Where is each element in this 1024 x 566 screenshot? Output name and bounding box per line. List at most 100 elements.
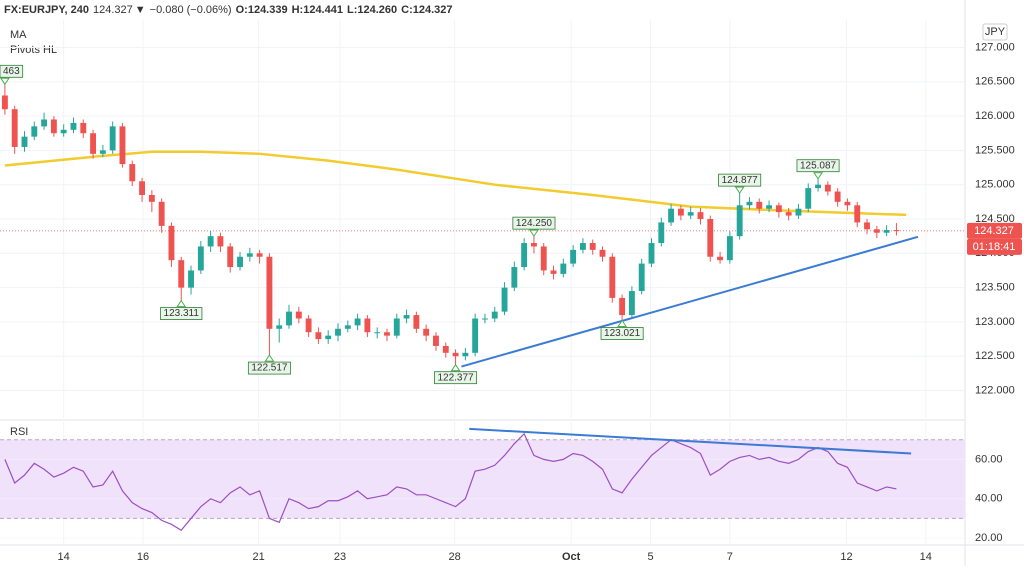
candle-body (795, 208, 802, 216)
candle-body (276, 325, 283, 329)
candle-body (11, 109, 18, 147)
x-tick-label: 5 (647, 551, 653, 563)
y-tick-label: 127.000 (975, 41, 1015, 53)
candle-body (109, 126, 116, 151)
pivot-label-box (600, 327, 644, 340)
candle-body (237, 256, 243, 268)
countdown-box (967, 238, 1022, 255)
candle-body (423, 328, 430, 336)
trendline (461, 235, 919, 368)
candle-body (374, 332, 381, 334)
y-tick-label: 126.000 (975, 110, 1015, 122)
header-text: −0.080 (−0.06%) (150, 4, 232, 16)
candle-body (178, 260, 185, 288)
candle-body (766, 205, 772, 209)
pivot-label-box (247, 361, 291, 375)
candle-body (815, 184, 821, 189)
header-text: 124.339 (248, 4, 288, 16)
x-tick-label: 21 (253, 551, 265, 563)
pivot-label: 123.021 (604, 328, 641, 339)
candle-body (638, 263, 645, 292)
pivot-label: 122.517 (251, 363, 288, 374)
candle-body (207, 236, 214, 247)
candle-body (41, 119, 48, 127)
pivot-label-box (0, 64, 24, 78)
candle-body (50, 119, 57, 134)
legend-pivots: Pivots HL (10, 44, 57, 56)
candle-body (677, 208, 684, 216)
x-tick-label: 7 (727, 551, 733, 563)
x-tick-label: 14 (58, 551, 70, 563)
candle-body (609, 256, 616, 298)
candle-body (286, 311, 292, 326)
candle-body (90, 133, 97, 154)
candle-body (295, 311, 302, 319)
y-tick-label: 126.500 (975, 76, 1015, 88)
candle-body (31, 126, 38, 137)
pivot-label-box (718, 173, 762, 187)
x-tick-label: 28 (448, 551, 460, 563)
pivot-label: 124.250 (516, 218, 553, 229)
candle-body (599, 249, 606, 257)
candle-body (217, 236, 224, 247)
moving-average (4, 150, 907, 217)
header-text: ▼ (135, 4, 146, 16)
candle-body (21, 136, 28, 147)
candle-body (80, 122, 87, 134)
candle-body (726, 236, 733, 261)
candle-body (227, 246, 234, 268)
header-text: L: (347, 4, 357, 16)
candle-body (393, 318, 400, 336)
candle-body (707, 219, 714, 257)
pivot-label: 125.087 (800, 160, 837, 171)
countdown: 01:18:41 (973, 241, 1016, 253)
candle-body (717, 256, 724, 261)
candle-body (472, 318, 479, 353)
candle-body (335, 328, 341, 336)
candle-body (824, 184, 831, 192)
pivot-label-box (796, 159, 840, 173)
candle-body (266, 256, 273, 329)
y-tick-label: 122.500 (975, 350, 1015, 362)
pivot-marker (0, 77, 10, 86)
pivot-label-box (512, 216, 556, 230)
candle-body (648, 243, 655, 264)
y-tick-label: 122.000 (975, 384, 1015, 396)
x-tick-label: Oct (562, 551, 581, 563)
candle-body (540, 246, 547, 271)
candle-body (403, 315, 410, 319)
candle-body (442, 345, 449, 353)
candle-body (148, 194, 155, 202)
candle-body (158, 201, 165, 226)
candle-body (491, 311, 498, 319)
header-text: 124.441 (303, 4, 343, 16)
candle-body (550, 270, 557, 274)
y-tick-label: 60.00 (975, 453, 1003, 465)
rsi-band (0, 439, 965, 519)
candle-body (805, 188, 812, 209)
candle-body (756, 201, 763, 209)
candle-body (658, 222, 665, 244)
candle-body (1, 95, 8, 110)
pivot-label: 463 (3, 66, 20, 77)
header-text: 124.260 (357, 4, 397, 16)
pivot-label: 123.311 (164, 308, 200, 319)
candle-body (560, 263, 567, 274)
x-tick-label: 12 (840, 551, 852, 563)
y-tick-label: 123.500 (975, 282, 1015, 294)
candle-body (854, 205, 861, 223)
rsi-label: RSI (10, 426, 28, 438)
x-tick-label: 16 (137, 551, 149, 563)
candle-body (344, 325, 351, 329)
header-text: C: (401, 4, 413, 16)
header-text: 124.327 (93, 4, 133, 16)
candle-body (482, 318, 488, 320)
y-tick-label: 125.000 (975, 179, 1015, 191)
y-tick-label: 125.500 (975, 144, 1015, 156)
candle-body (736, 205, 743, 237)
y-tick-label: 123.000 (975, 316, 1015, 328)
rsi-trendline (469, 427, 912, 455)
candle-body (883, 230, 890, 233)
pivot-label-box (434, 371, 478, 385)
